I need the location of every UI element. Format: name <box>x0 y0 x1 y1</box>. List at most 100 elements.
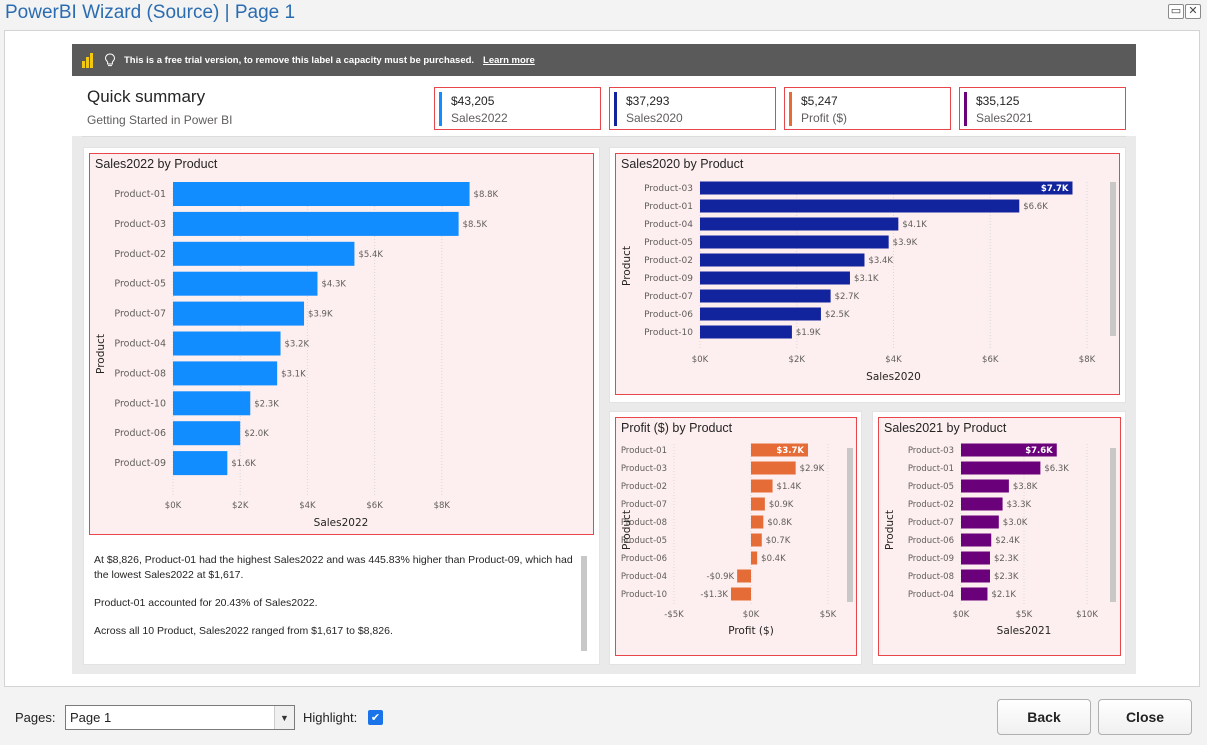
kpi-card-sales2021[interactable]: $35,125 Sales2021 <box>959 87 1126 130</box>
data-label: $4.3K <box>321 280 346 290</box>
category-label: Product-02 <box>114 249 166 260</box>
bar <box>961 461 1041 475</box>
sales2022-chart-highlight[interactable]: Sales2022 by Product $0K $2K $4K $6K $8K Prod… <box>89 153 594 535</box>
x-tick-label: $0K <box>953 610 970 620</box>
bar <box>737 569 751 583</box>
x-tick-label: $5K <box>1016 610 1033 620</box>
x-axis-title: Sales2021 <box>997 625 1052 637</box>
kpi-card-sales2020[interactable]: $37,293 Sales2020 <box>609 87 776 130</box>
kpi-card-sales2022[interactable]: $43,205 Sales2022 <box>434 87 601 130</box>
sales2020-chart-highlight[interactable]: Sales2020 by Product $0K $2K $4K $6K $8K Prod… <box>615 153 1120 395</box>
x-tick-label: $0K <box>165 501 182 511</box>
maximize-button[interactable]: ▭ <box>1168 4 1184 19</box>
bar <box>961 533 992 547</box>
x-axis-title: Sales2020 <box>866 371 921 383</box>
data-label: $3.4K <box>868 256 893 266</box>
x-axis-title: Profit ($) <box>728 625 774 637</box>
header-divider <box>82 136 1126 137</box>
data-label: $3.0K <box>1003 518 1028 528</box>
sales2022-bar-chart: $0K $2K $4K $6K $8K Product-01 $8.8K Product-03… <box>95 182 498 529</box>
bar <box>961 569 990 583</box>
bar <box>173 211 459 236</box>
x-tick-label: $10K <box>1076 610 1098 620</box>
bar <box>700 181 1073 195</box>
bar <box>173 391 251 416</box>
smart-narrative: At $8,826, Product-01 had the highest Sa… <box>84 541 599 665</box>
chart-scrollbar[interactable] <box>1110 448 1116 602</box>
x-tick-label: $4K <box>885 355 902 365</box>
highlight-checkbox[interactable]: ✔ <box>368 710 383 725</box>
checkmark-icon: ✔ <box>370 712 381 724</box>
trial-banner: This is a free trial version, to remove … <box>72 44 1136 76</box>
bar <box>751 515 764 529</box>
wizard-footer: Pages: Page 1 ▼ Highlight: ✔ Back Close <box>0 690 1207 745</box>
bar <box>173 421 241 446</box>
kpi-label: Profit ($) <box>801 111 848 125</box>
pages-dropdown[interactable]: Page 1 ▼ <box>65 705 295 730</box>
category-label: Product-02 <box>621 482 667 492</box>
bar <box>751 533 762 547</box>
category-label: Product-10 <box>644 328 693 338</box>
x-tick-label: $4K <box>299 501 316 511</box>
bar <box>700 307 821 321</box>
chart-title: Sales2020 by Product <box>621 157 744 171</box>
category-label: Product-03 <box>621 464 667 474</box>
data-label: $6.3K <box>1044 464 1069 474</box>
x-tick-label: $0K <box>743 610 760 620</box>
kpi-card-profit[interactable]: $5,247 Profit ($) <box>784 87 951 130</box>
profit-chart-highlight[interactable]: Profit ($) by Product -$5K $0K $5K Product-… <box>615 417 857 656</box>
category-label: Product-05 <box>908 482 954 492</box>
trial-banner-text: This is a free trial version, to remove … <box>124 54 475 66</box>
bar <box>751 461 796 475</box>
bar <box>173 361 278 386</box>
bar <box>700 289 831 303</box>
x-tick-label: $8K <box>1079 355 1096 365</box>
category-label: Product-03 <box>644 184 693 194</box>
x-tick-label: $6K <box>366 501 383 511</box>
bar <box>751 551 758 565</box>
x-tick-label: $5K <box>820 610 837 620</box>
category-label: Product-10 <box>114 398 166 409</box>
data-label: $2.1K <box>991 590 1016 600</box>
pages-label: Pages: <box>15 710 56 725</box>
bar <box>751 497 765 511</box>
close-window-button[interactable]: ✕ <box>1185 4 1201 19</box>
report-canvas: This is a free trial version, to remove … <box>72 44 1136 674</box>
data-label: $1.9K <box>796 328 821 338</box>
y-axis-title: Product <box>621 510 633 550</box>
chevron-down-icon[interactable]: ▼ <box>274 706 294 729</box>
category-label: Product-01 <box>644 202 693 212</box>
close-icon: ✕ <box>1188 5 1198 17</box>
category-label: Product-05 <box>114 279 166 290</box>
x-tick-label: $6K <box>982 355 999 365</box>
powerbi-logo-icon <box>82 52 94 68</box>
page-title: Quick summary <box>87 87 206 106</box>
kpi-accent-bar <box>614 92 617 126</box>
narrative-paragraph: Product-01 accounted for 20.43% of Sales… <box>94 597 318 609</box>
data-label: $7.6K <box>1025 446 1053 456</box>
bar <box>961 587 988 601</box>
data-label: $5.4K <box>358 250 383 260</box>
data-label: -$1.3K <box>700 590 728 600</box>
sales2020-visual-card: Sales2020 by Product $0K $2K $4K $6K $8K Prod… <box>609 147 1126 403</box>
bar <box>173 301 305 326</box>
pages-dropdown-value: Page 1 <box>70 710 112 725</box>
category-label: Product-01 <box>908 464 954 474</box>
data-label: $2.3K <box>254 399 279 409</box>
x-tick-label: $0K <box>692 355 709 365</box>
bar <box>751 479 773 493</box>
chart-scrollbar[interactable] <box>1110 182 1116 336</box>
narrative-text: At $8,826, Product-01 had the highest Sa… <box>94 553 574 652</box>
data-label: $3.9K <box>308 310 333 320</box>
sales2021-chart-highlight[interactable]: Sales2021 by Product $0K $5K $10K Product-0… <box>878 417 1121 656</box>
chart-scrollbar[interactable] <box>847 448 853 602</box>
category-label: Product-07 <box>114 309 166 320</box>
learn-more-link[interactable]: Learn more <box>483 54 535 66</box>
lightbulb-icon <box>104 53 116 67</box>
category-label: Product-06 <box>908 536 954 546</box>
data-label: $1.4K <box>777 482 802 492</box>
back-button[interactable]: Back <box>997 699 1091 735</box>
narrative-scrollbar[interactable] <box>581 556 587 651</box>
close-button[interactable]: Close <box>1098 699 1192 735</box>
data-label: $6.6K <box>1023 202 1048 212</box>
